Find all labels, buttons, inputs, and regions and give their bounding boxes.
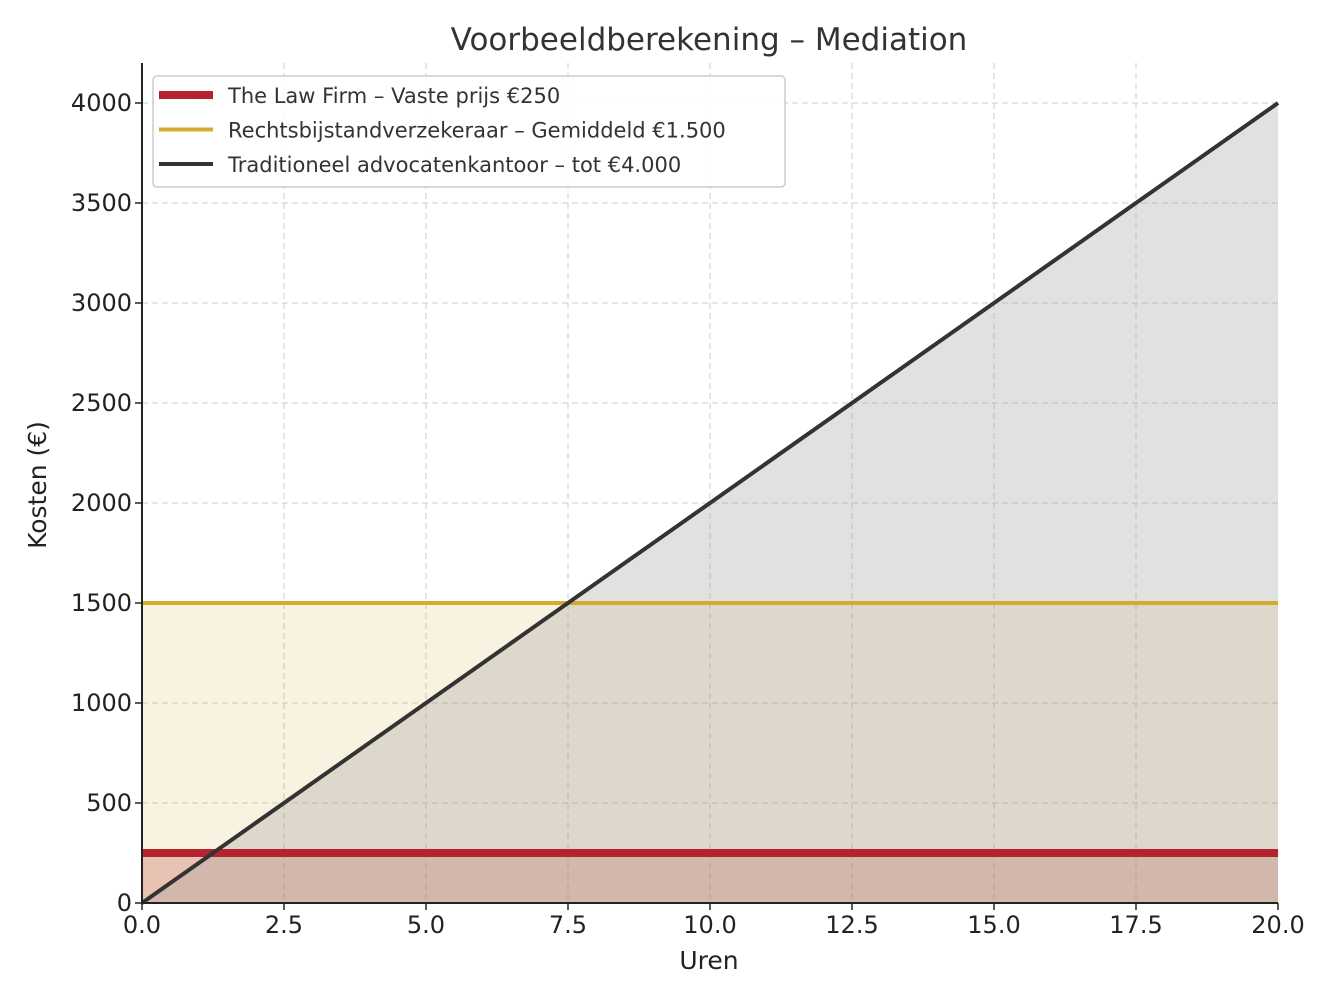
y-tick-label-2: 1000	[71, 689, 132, 717]
series-line-2	[140, 101, 1280, 905]
x-tick-label-8: 20.0	[1251, 911, 1304, 939]
y-tick-label-0: 0	[117, 889, 132, 917]
x-tick-label-0: 0.0	[123, 911, 161, 939]
legend-box	[152, 75, 786, 188]
x-axis-label: Uren	[679, 946, 738, 975]
chart-title: Voorbeeldberekening – Mediation	[451, 22, 968, 58]
x-tick-label-3: 7.5	[549, 911, 587, 939]
legend-label-1: Rechtsbijstandverzekeraar – Gemiddeld €1…	[228, 119, 726, 143]
y-tick-label-3: 1500	[71, 589, 132, 617]
y-tick-label-6: 3000	[71, 289, 132, 317]
x-tick-label-6: 15.0	[967, 911, 1020, 939]
y-tick-label-8: 4000	[71, 89, 132, 117]
y-tick-label-5: 2500	[71, 389, 132, 417]
y-axis-label: Kosten (€)	[23, 421, 52, 549]
legend-label-2: Traditioneel advocatenkantoor – tot €4.0…	[227, 153, 681, 177]
x-tick-label-5: 12.5	[825, 911, 878, 939]
series-fill-0	[142, 853, 1278, 903]
y-tick-label-7: 3500	[71, 189, 132, 217]
x-tick-label-7: 17.5	[1109, 911, 1162, 939]
series-lines	[140, 101, 1280, 905]
ticks: 0.0 2.5 5.0 7.5 10.0 12.5 15.0 17.5 20.0 0 500 1000…	[71, 89, 1305, 939]
y-tick-label-1: 500	[86, 789, 132, 817]
x-tick-label-4: 10.0	[683, 911, 736, 939]
x-tick-label-1: 2.5	[265, 911, 303, 939]
legend-label-0: The Law Firm – Vaste prijs €250	[227, 84, 560, 108]
legend: The Law Firm – Vaste prijs €250 Rechtsbij…	[152, 75, 786, 188]
x-tick-label-2: 5.0	[407, 911, 445, 939]
y-tick-label-4: 2000	[71, 489, 132, 517]
series-fill-1	[142, 603, 1278, 903]
